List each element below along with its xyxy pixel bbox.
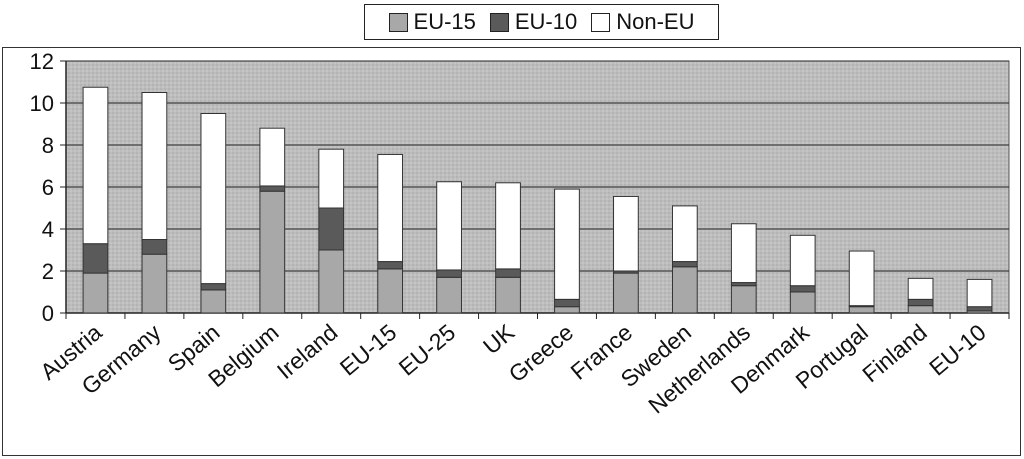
bar-segment-non-eu xyxy=(141,92,168,240)
x-tick-label: UK xyxy=(478,318,520,359)
bar-segment-eu-10 xyxy=(259,185,286,192)
bar-segment-eu-15 xyxy=(82,272,109,314)
x-tick-label: EU-15 xyxy=(335,319,402,381)
bar-segment-non-eu xyxy=(82,86,109,245)
x-tick-label: Ireland xyxy=(272,319,343,384)
bar-segment-eu-10 xyxy=(436,269,462,278)
bar-segment-non-eu xyxy=(613,195,639,272)
bar-segment-non-eu xyxy=(200,113,227,285)
bar-segment-eu-10 xyxy=(671,261,698,268)
bar-segment-eu-10 xyxy=(318,207,345,251)
x-tick-label: Finland xyxy=(857,319,932,387)
bar-segment-eu-10 xyxy=(377,261,404,270)
bar-segment-eu-15 xyxy=(554,306,580,314)
legend-label-eu10: EU-10 xyxy=(514,9,578,34)
y-tick-label: 6 xyxy=(42,175,54,200)
legend-swatch-non-eu xyxy=(591,12,611,32)
bar-segment-non-eu xyxy=(966,278,993,308)
y-tick-label: 12 xyxy=(30,49,54,74)
chart-legend: EU-15 EU-10 Non-EU xyxy=(364,4,719,40)
y-tick-label: 10 xyxy=(30,91,54,116)
bar-segment-eu-15 xyxy=(671,266,698,314)
x-tick-label: EU-25 xyxy=(394,319,461,381)
bar-segment-eu-15 xyxy=(848,306,875,314)
bar-segment-eu-15 xyxy=(141,253,168,314)
legend-label-eu15: EU-15 xyxy=(413,9,476,34)
y-tick-label: 0 xyxy=(42,301,54,326)
bar-segment-eu-15 xyxy=(789,291,816,314)
bar-segment-non-eu xyxy=(318,148,345,209)
x-tick-label: EU-10 xyxy=(924,319,991,381)
legend-item-non-eu: Non-EU xyxy=(591,9,694,35)
bar-segment-eu-15 xyxy=(259,190,286,314)
legend-swatch-eu15 xyxy=(388,12,408,32)
legend-label-non-eu: Non-EU xyxy=(616,9,695,34)
bar-segment-eu-10 xyxy=(495,268,521,278)
bar-segment-non-eu xyxy=(848,250,875,307)
chart-frame xyxy=(2,47,1021,456)
bar-segment-non-eu xyxy=(259,127,286,187)
y-tick-label: 2 xyxy=(42,259,54,284)
bar-segment-eu-10 xyxy=(907,298,934,307)
bar-segment-eu-10 xyxy=(200,283,227,291)
bar-segment-eu-15 xyxy=(200,289,227,314)
bar-segment-eu-10 xyxy=(966,306,993,312)
bar-segment-non-eu xyxy=(907,277,934,300)
legend-item-eu15: EU-15 xyxy=(388,9,476,35)
bar-segment-non-eu xyxy=(730,223,757,284)
legend-item-eu10: EU-10 xyxy=(489,9,578,35)
x-tick-label: Greece xyxy=(504,319,579,387)
y-tick-label: 4 xyxy=(42,217,54,242)
bar-segment-eu-15 xyxy=(730,285,757,314)
bar-segment-eu-15 xyxy=(436,276,462,314)
bar-segment-eu-15 xyxy=(318,249,345,314)
bar-segment-eu-15 xyxy=(613,272,639,314)
y-tick-label: 8 xyxy=(42,133,54,158)
bar-segment-non-eu xyxy=(789,234,816,287)
bar-segment-non-eu xyxy=(436,181,462,271)
bar-segment-non-eu xyxy=(554,188,580,300)
legend-swatch-eu10 xyxy=(489,12,509,32)
bar-segment-eu-10 xyxy=(554,298,580,308)
bar-segment-eu-10 xyxy=(82,243,109,274)
bar-segment-non-eu xyxy=(495,182,521,270)
bar-segment-eu-15 xyxy=(377,268,404,314)
bar-segment-non-eu xyxy=(671,205,698,263)
bar-segment-eu-15 xyxy=(495,276,521,314)
bar-segment-eu-10 xyxy=(141,239,168,255)
bar-segment-eu-10 xyxy=(789,285,816,293)
bar-segment-non-eu xyxy=(377,153,404,263)
bar-segment-eu-15 xyxy=(907,305,934,314)
